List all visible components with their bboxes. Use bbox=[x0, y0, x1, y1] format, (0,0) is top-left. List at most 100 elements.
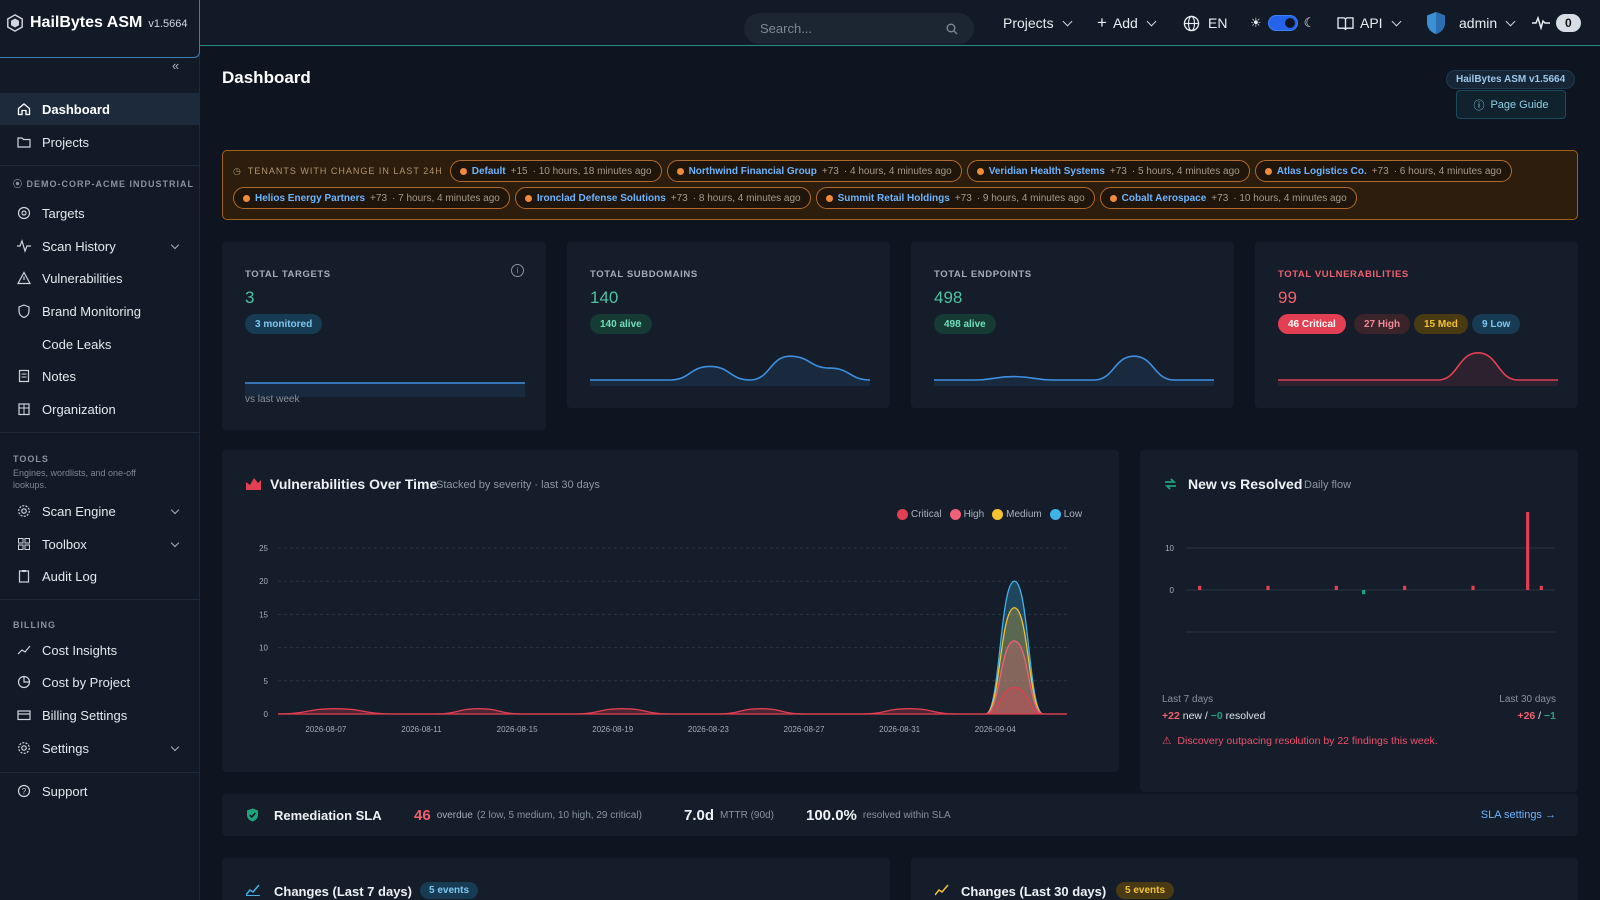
collapse-sidebar-icon[interactable]: « bbox=[172, 58, 180, 73]
bar[interactable] bbox=[1471, 585, 1475, 590]
sidebar-item-billing-settings[interactable]: Billing Settings bbox=[0, 699, 200, 731]
bar[interactable] bbox=[1266, 585, 1270, 590]
info-icon[interactable]: i bbox=[511, 264, 524, 277]
page-guide-button[interactable]: ⓘ Page Guide bbox=[1456, 90, 1566, 119]
stat-card-endpoints[interactable]: TOTAL ENDPOINTS 498 498 alive bbox=[911, 242, 1234, 408]
panel-subtitle: Stacked by severity · last 30 days bbox=[436, 479, 600, 491]
sidebar-item-scan-engine[interactable]: Scan Engine bbox=[0, 495, 200, 527]
resolved-value: 100.0% bbox=[806, 806, 857, 824]
sidebar-item-brand-monitoring[interactable]: Brand Monitoring bbox=[0, 295, 200, 327]
search-input[interactable]: Search... bbox=[744, 13, 974, 44]
tenant-chip[interactable]: Northwind Financial Group +73 · 4 hours, 4… bbox=[666, 160, 962, 182]
language-selector[interactable]: EN bbox=[1183, 0, 1227, 46]
sla-settings-link[interactable]: SLA settings → bbox=[1480, 809, 1556, 821]
sidebar-item-label: Scan History bbox=[42, 238, 116, 254]
activity-indicator[interactable]: 0 bbox=[1532, 0, 1581, 46]
version-badge: HailBytes ASM v1.5664 bbox=[1446, 70, 1576, 89]
resolved-count: −0 bbox=[1210, 710, 1223, 722]
remediation-sla-bar: Remediation SLA 46 overdue (2 low, 5 med… bbox=[222, 794, 1578, 836]
legend-item[interactable]: High bbox=[949, 509, 984, 520]
tenant-chip[interactable]: Summit Retail Holdings +73 · 9 hours, 4 mi… bbox=[815, 187, 1095, 209]
stat-card-vulnerabilities[interactable]: TOTAL VULNERABILITIES 99 46 Critical 27 … bbox=[1255, 242, 1578, 408]
home-icon bbox=[17, 103, 31, 116]
legend-swatch bbox=[949, 509, 961, 520]
tenant-chip[interactable]: Ironclad Defense Solutions +73 · 8 hours, … bbox=[514, 187, 811, 209]
x-tick-label: 2026-08-11 bbox=[401, 725, 442, 734]
series-line bbox=[985, 580, 1044, 715]
sidebar-item-label: Vulnerabilities bbox=[42, 270, 123, 286]
user-menu[interactable]: admin bbox=[1425, 0, 1516, 46]
sidebar-item-cost-insights[interactable]: Cost Insights bbox=[0, 634, 200, 666]
sidebar-divider bbox=[0, 599, 200, 600]
sidebar-item-organization[interactable]: Organization bbox=[0, 393, 200, 425]
tenant-count: +73 bbox=[821, 165, 839, 177]
sidebar-item-support[interactable]: ? Support bbox=[0, 775, 200, 807]
stat-value: 140 bbox=[590, 288, 619, 307]
bar[interactable] bbox=[1198, 585, 1202, 590]
warning-text: Discovery outpacing resolution by 22 fin… bbox=[1177, 735, 1438, 747]
sidebar-item-targets[interactable]: Targets bbox=[0, 197, 200, 229]
sidebar-item-projects[interactable]: Projects bbox=[0, 126, 200, 158]
theme-switch[interactable] bbox=[1267, 15, 1298, 31]
tenant-chip[interactable]: Veridian Health Systems +73 · 5 hours, 4 m… bbox=[966, 160, 1250, 182]
overdue-detail: (2 low, 5 medium, 10 high, 29 critical) bbox=[476, 809, 642, 821]
legend-label: Medium bbox=[1006, 509, 1042, 520]
sidebar-item-toolbox[interactable]: Toolbox bbox=[0, 528, 200, 560]
sidebar-item-label: Audit Log bbox=[42, 568, 97, 584]
bar[interactable] bbox=[1334, 585, 1338, 590]
bar[interactable] bbox=[1403, 585, 1407, 590]
tenant-count: +73 bbox=[1211, 192, 1229, 204]
events-badge: 5 events bbox=[1116, 882, 1175, 899]
tenant-chip[interactable]: Cobalt Aerospace +73 · 10 hours, 4 minutes… bbox=[1099, 187, 1357, 209]
bar[interactable] bbox=[1539, 585, 1543, 590]
status-dot bbox=[243, 194, 250, 202]
sidebar-item-scan-history[interactable]: Scan History bbox=[0, 230, 200, 262]
chevron-down-icon bbox=[1146, 16, 1157, 26]
tenant-chip[interactable]: Atlas Logistics Co. +73 · 6 hours, 4 minut… bbox=[1254, 160, 1512, 182]
tenant-time: · 6 hours, 4 minutes ago bbox=[1393, 165, 1502, 177]
area-chart-icon bbox=[246, 478, 261, 490]
y-tick-label: 0 bbox=[264, 710, 269, 719]
tenant-chip[interactable]: Default +15 · 10 hours, 18 minutes ago bbox=[449, 160, 662, 182]
sla-resolved: 100.0% resolved within SLA bbox=[806, 794, 951, 836]
sidebar-item-cost-by-project[interactable]: Cost by Project bbox=[0, 666, 200, 698]
page-guide-label: Page Guide bbox=[1490, 98, 1549, 111]
stat-card-targets[interactable]: TOTAL TARGETS i 3 3 monitored vs last we… bbox=[222, 242, 546, 430]
chevron-down-icon bbox=[170, 742, 180, 752]
last-7-days-label: Last 7 days bbox=[1162, 694, 1214, 705]
stat-card-subdomains[interactable]: TOTAL SUBDOMAINS 140 140 alive bbox=[567, 242, 890, 408]
theme-toggle[interactable]: ☀ ☾ bbox=[1250, 0, 1315, 46]
legend-item[interactable]: Medium bbox=[992, 509, 1042, 520]
tenant-name: Cobalt Aerospace bbox=[1121, 192, 1207, 204]
sidebar-item-code-leaks[interactable]: Code Leaks bbox=[0, 328, 200, 360]
tenant-count: +15 bbox=[510, 165, 528, 177]
sidebar: « Dashboard Projects ⦿ DEMO-CORP-ACME IN… bbox=[0, 46, 200, 900]
bar[interactable] bbox=[1362, 590, 1366, 595]
bar[interactable] bbox=[1526, 512, 1530, 590]
vulns-over-time-panel: Vulnerabilities Over Time Stacked by sev… bbox=[222, 450, 1119, 772]
new-word: new / bbox=[1182, 710, 1208, 722]
panel-title: Vulnerabilities Over Time bbox=[270, 476, 438, 492]
sidebar-item-vulnerabilities[interactable]: Vulnerabilities bbox=[0, 262, 200, 294]
sidebar-item-audit-log[interactable]: Audit Log bbox=[0, 560, 200, 592]
sidebar-item-dashboard[interactable]: Dashboard bbox=[0, 93, 200, 125]
x-tick-label: 2026-08-27 bbox=[784, 725, 825, 734]
status-dot bbox=[524, 194, 532, 202]
sidebar-item-notes[interactable]: Notes bbox=[0, 360, 200, 392]
api-menu[interactable]: API bbox=[1337, 0, 1402, 46]
tenant-chip[interactable]: Helios Energy Partners +73 · 7 hours, 4 mi… bbox=[233, 187, 510, 209]
sun-icon: ☀ bbox=[1250, 15, 1262, 30]
y-tick-label: 25 bbox=[259, 544, 268, 553]
series-area bbox=[278, 687, 1067, 714]
brand[interactable]: HailBytes ASM v1.5664 bbox=[0, 0, 200, 58]
legend-item[interactable]: Critical bbox=[897, 509, 942, 520]
book-icon bbox=[1337, 16, 1354, 30]
stat-value: 3 bbox=[245, 288, 255, 307]
x-tick-label: 2026-08-23 bbox=[688, 725, 729, 734]
legend-item[interactable]: Low bbox=[1049, 509, 1082, 520]
sparkline-line bbox=[1278, 351, 1558, 381]
shield-icon bbox=[18, 304, 30, 318]
add-menu[interactable]: + Add bbox=[1097, 0, 1157, 46]
sidebar-item-settings[interactable]: Settings bbox=[0, 732, 200, 764]
projects-menu[interactable]: Projects bbox=[1003, 0, 1073, 46]
